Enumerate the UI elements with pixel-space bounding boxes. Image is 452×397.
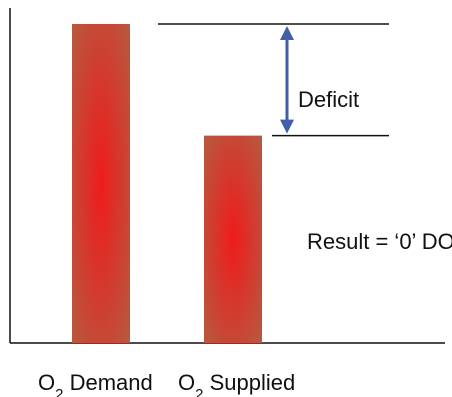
- deficit-arrow: [280, 25, 294, 134]
- deficit-label: Deficit: [298, 87, 359, 112]
- category-label-o2-supplied: O2 Supplied: [178, 370, 295, 397]
- bar-o2-supplied: [204, 135, 262, 343]
- category-label-o2-demand: O2 Demand: [38, 370, 153, 397]
- bar-o2-demand: [72, 23, 130, 343]
- result-label: Result = ‘0’ DO: [307, 229, 452, 254]
